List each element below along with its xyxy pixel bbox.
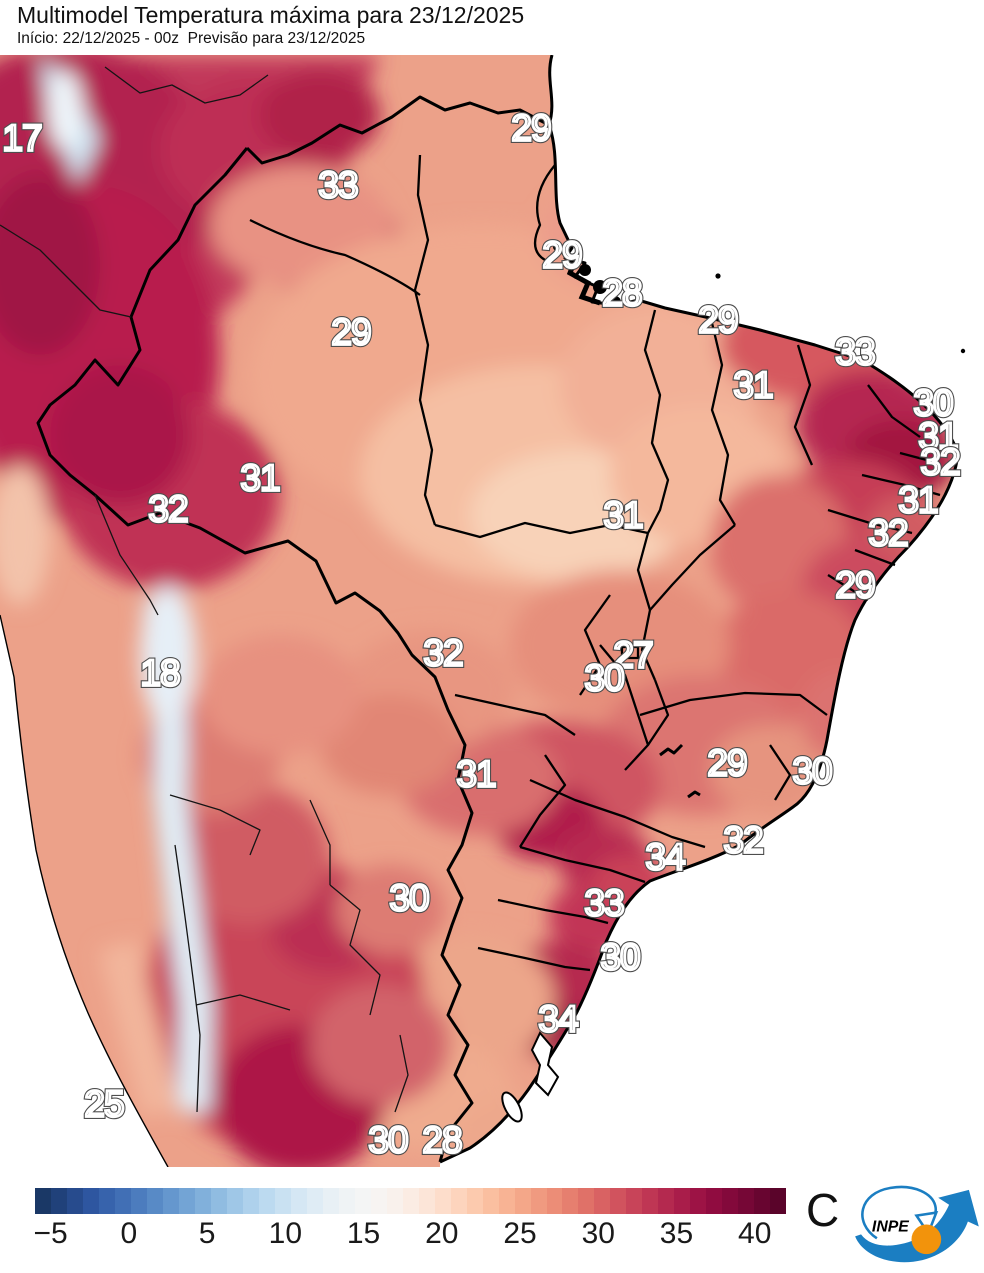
colorbar-cell xyxy=(754,1188,771,1214)
page-subtitle: Início: 22/12/2025 - 00z Previsão para 2… xyxy=(17,30,366,47)
colorbar-cell xyxy=(642,1188,659,1214)
colorbar-cell xyxy=(50,1188,67,1214)
colorbar-cell xyxy=(354,1188,371,1214)
logo-text: INPE xyxy=(872,1218,909,1235)
colorbar-cell xyxy=(114,1188,131,1214)
colorbar-tick: −5 xyxy=(33,1217,68,1250)
amazon-delta-features xyxy=(553,243,966,354)
inpe-logo: INPE xyxy=(855,1185,979,1263)
colorbar-cell xyxy=(386,1188,403,1214)
colorbar-cell xyxy=(706,1188,723,1214)
colorbar-cell xyxy=(242,1188,259,1214)
colorbar-cell xyxy=(130,1188,147,1214)
colorbar-cell xyxy=(482,1188,499,1214)
colorbar-cell xyxy=(434,1188,451,1214)
colorbar-cell xyxy=(722,1188,739,1214)
colorbar-cell xyxy=(258,1188,275,1214)
colorbar-cell xyxy=(82,1188,99,1214)
colorbar-tick: 15 xyxy=(346,1217,381,1250)
colorbar-cell xyxy=(450,1188,467,1214)
colorbar-tick: 0 xyxy=(120,1217,138,1250)
colorbar-cell xyxy=(770,1188,787,1214)
island-dot xyxy=(960,348,966,354)
colorbar-cell xyxy=(562,1188,579,1214)
colorbar-cell xyxy=(690,1188,707,1214)
lagoons xyxy=(501,1031,560,1123)
logo-swoosh-arrow xyxy=(855,1189,979,1263)
colorbar-cell xyxy=(274,1188,291,1214)
logo-orange-ball xyxy=(911,1224,942,1255)
colorbar-cell xyxy=(546,1188,563,1214)
colorbar-cell xyxy=(98,1188,115,1214)
colorbar-cell xyxy=(626,1188,643,1214)
colorbar-tick: 35 xyxy=(659,1217,694,1250)
colorbar-cell xyxy=(530,1188,547,1214)
colorbar-cell xyxy=(370,1188,387,1214)
colorbar-cell xyxy=(35,1188,51,1214)
colorbar-cell xyxy=(162,1188,179,1214)
colorbar-cell xyxy=(578,1188,595,1214)
colorbar-cell xyxy=(498,1188,515,1214)
colorbar-cell xyxy=(290,1188,307,1214)
colorbar-cell xyxy=(610,1188,627,1214)
colorbar-cell xyxy=(738,1188,755,1214)
island-dot xyxy=(715,273,721,279)
page-title: Multimodel Temperatura máxima para 23/12… xyxy=(17,2,525,28)
state-borders xyxy=(249,154,941,972)
colorbar-cell xyxy=(658,1188,675,1214)
colorbar-cell xyxy=(338,1188,355,1214)
colorbar-tick: 5 xyxy=(198,1217,216,1250)
foreign-borders xyxy=(0,66,409,1113)
colorbar-cell xyxy=(178,1188,195,1214)
colorbar-cell xyxy=(466,1188,483,1214)
national-borders xyxy=(36,95,550,1163)
colorbar-cell xyxy=(226,1188,243,1214)
colorbar-cell xyxy=(66,1188,83,1214)
colorbar xyxy=(35,1188,787,1214)
colorbar-cell xyxy=(306,1188,323,1214)
colorbar-tick: 25 xyxy=(503,1217,537,1250)
colorbar-tick: 20 xyxy=(425,1217,459,1250)
colorbar-cell xyxy=(146,1188,163,1214)
colorbar-cell xyxy=(594,1188,611,1214)
colorbar-cell xyxy=(322,1188,339,1214)
colorbar-cell xyxy=(194,1188,211,1214)
colorbar-cell xyxy=(210,1188,227,1214)
colorbar-tick: 40 xyxy=(738,1217,772,1250)
colorbar-cell xyxy=(418,1188,435,1214)
logo-down-arrowhead xyxy=(914,1211,939,1237)
colorbar-cell xyxy=(402,1188,419,1214)
colorbar-tick: 10 xyxy=(268,1217,303,1250)
colorbar-tick: 30 xyxy=(581,1217,615,1250)
colorbar-cell xyxy=(674,1188,691,1214)
colorbar-unit: C xyxy=(806,1184,840,1236)
colorbar-ticks: −5 0 5 10 15 20 25 30 35 40 xyxy=(33,1217,786,1253)
colorbar-cell xyxy=(514,1188,531,1214)
